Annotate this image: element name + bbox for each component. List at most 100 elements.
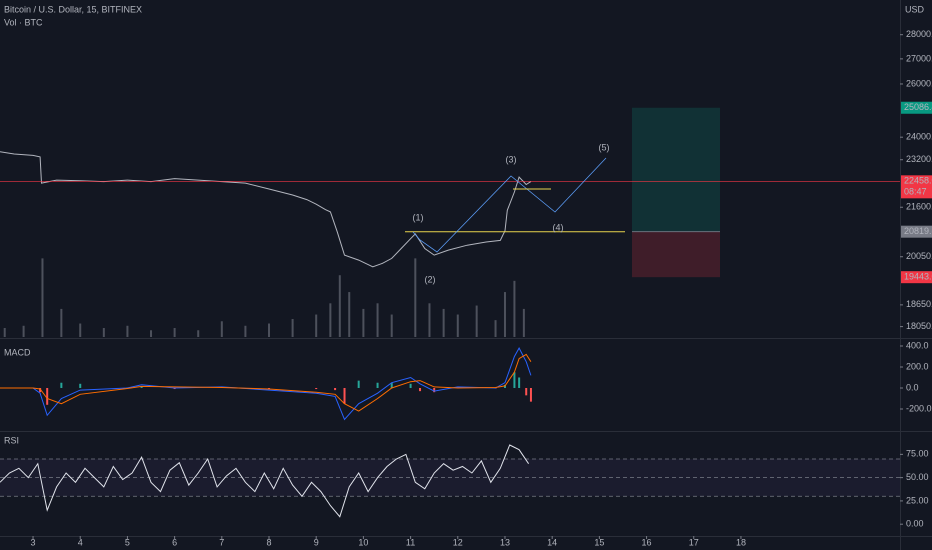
wave-label: (5): [599, 142, 610, 152]
histogram-bar: [60, 382, 63, 388]
histogram-bar: [46, 387, 49, 405]
volume-bar: [3, 328, 6, 337]
price-label-box: [901, 101, 932, 114]
x-tick-label: 15: [594, 537, 604, 547]
rsi-title: RSI: [4, 435, 19, 445]
y-tick-label: 18650.0: [906, 299, 932, 309]
loss-zone: [632, 231, 720, 278]
histogram-bar: [518, 377, 521, 388]
histogram-bar: [503, 384, 506, 388]
series-line: [0, 347, 532, 421]
wave-label: (1): [413, 212, 424, 222]
volume-bar: [197, 330, 200, 337]
x-tick-label: 9: [314, 537, 319, 547]
x-tick-label: 18: [736, 537, 746, 547]
wave-label: (3): [506, 154, 517, 164]
volume-bar: [513, 280, 516, 337]
x-tick-label: 7: [219, 537, 224, 547]
wave-label: (4): [553, 222, 564, 232]
x-tick-label: 11: [406, 537, 415, 547]
price-label-box: [901, 271, 932, 284]
price-label: 22458.0: [904, 176, 932, 186]
histogram-bar: [343, 387, 346, 404]
series-line: [0, 444, 530, 518]
y-tick-label: 50.00: [906, 472, 929, 482]
volume-bar: [173, 328, 176, 337]
y-tick-label: 21600.0: [906, 202, 932, 212]
price-label: 25086.4: [904, 102, 932, 112]
x-tick-label: 17: [689, 537, 699, 547]
countdown: 08:47: [904, 187, 927, 197]
volume-bar: [126, 325, 129, 337]
volume-bar: [338, 275, 341, 337]
volume-bar: [475, 305, 478, 337]
x-tick-label: 10: [358, 537, 368, 547]
y-tick-label: 26000.0: [906, 78, 932, 88]
y-tick-label: 23200.0: [906, 154, 932, 164]
histogram-bar: [39, 387, 42, 393]
y-tick-label: -200.0: [906, 403, 932, 413]
price-label: 19443.0: [904, 272, 932, 282]
y-tick-label: 200.0: [906, 361, 929, 371]
volume-bar: [150, 330, 153, 337]
wave-label: (2): [425, 274, 436, 284]
volume-bar: [522, 308, 525, 337]
wave-projection: [412, 157, 607, 253]
symbol-title: Bitcoin / U.S. Dollar, 15, BITFINEX: [4, 4, 142, 14]
profit-zone: [632, 107, 720, 232]
volume-bar: [41, 258, 44, 337]
x-tick-label: 13: [500, 537, 510, 547]
volume-bar: [414, 258, 417, 337]
histogram-bar: [173, 387, 176, 390]
x-tick-label: 3: [31, 537, 36, 547]
volume-bar: [60, 308, 63, 337]
volume-bar: [244, 325, 247, 337]
volume-bar: [79, 323, 82, 337]
histogram-bar: [525, 387, 528, 396]
histogram-bar: [513, 372, 516, 388]
volume-bar: [456, 314, 459, 337]
volume-bar: [102, 328, 105, 337]
x-tick-label: 12: [453, 537, 463, 547]
currency-label: USD: [905, 4, 925, 14]
x-tick-label: 6: [172, 537, 177, 547]
y-tick-label: 27000.0: [906, 53, 932, 63]
histogram-bar: [315, 387, 318, 390]
volume-bar: [442, 308, 445, 337]
price-label: 20819.8: [904, 226, 932, 236]
plot-layer: 28000.0 27000.0 26000.0 24000.0 23200.0 21600…: [0, 29, 932, 547]
volume-bar: [268, 323, 271, 337]
histogram-bar: [419, 387, 422, 392]
y-tick-label: 0.0: [906, 382, 919, 392]
y-tick-label: 400.0: [906, 340, 929, 350]
histogram-bar: [390, 382, 393, 388]
volume-bar: [220, 321, 223, 337]
histogram-bar: [433, 387, 436, 393]
macd-title: MACD: [4, 347, 31, 357]
histogram-bar: [376, 382, 379, 388]
y-tick-label: 0.00: [906, 519, 924, 529]
price-label-box: [901, 175, 932, 199]
y-tick-label: 25.00: [906, 495, 929, 505]
y-tick-label: 24000.0: [906, 132, 932, 142]
volume-bar: [376, 303, 379, 337]
y-tick-label: 18050.0: [906, 321, 932, 331]
histogram-bar: [357, 380, 360, 388]
x-tick-label: 8: [267, 537, 272, 547]
volume-bar: [348, 292, 351, 337]
histogram-bar: [529, 387, 532, 402]
volume-title: Vol · BTC: [4, 17, 43, 27]
x-tick-label: 4: [78, 537, 83, 547]
volume-bar: [428, 303, 431, 337]
x-tick-label: 14: [547, 537, 557, 547]
histogram-bar: [140, 386, 143, 388]
volume-bar: [494, 320, 497, 337]
histogram-bar: [79, 383, 82, 388]
volume-bar: [362, 308, 365, 337]
volume-bar: [22, 325, 25, 337]
volume-bar: [315, 314, 318, 337]
series-line: [0, 353, 532, 412]
x-tick-label: 5: [125, 537, 130, 547]
